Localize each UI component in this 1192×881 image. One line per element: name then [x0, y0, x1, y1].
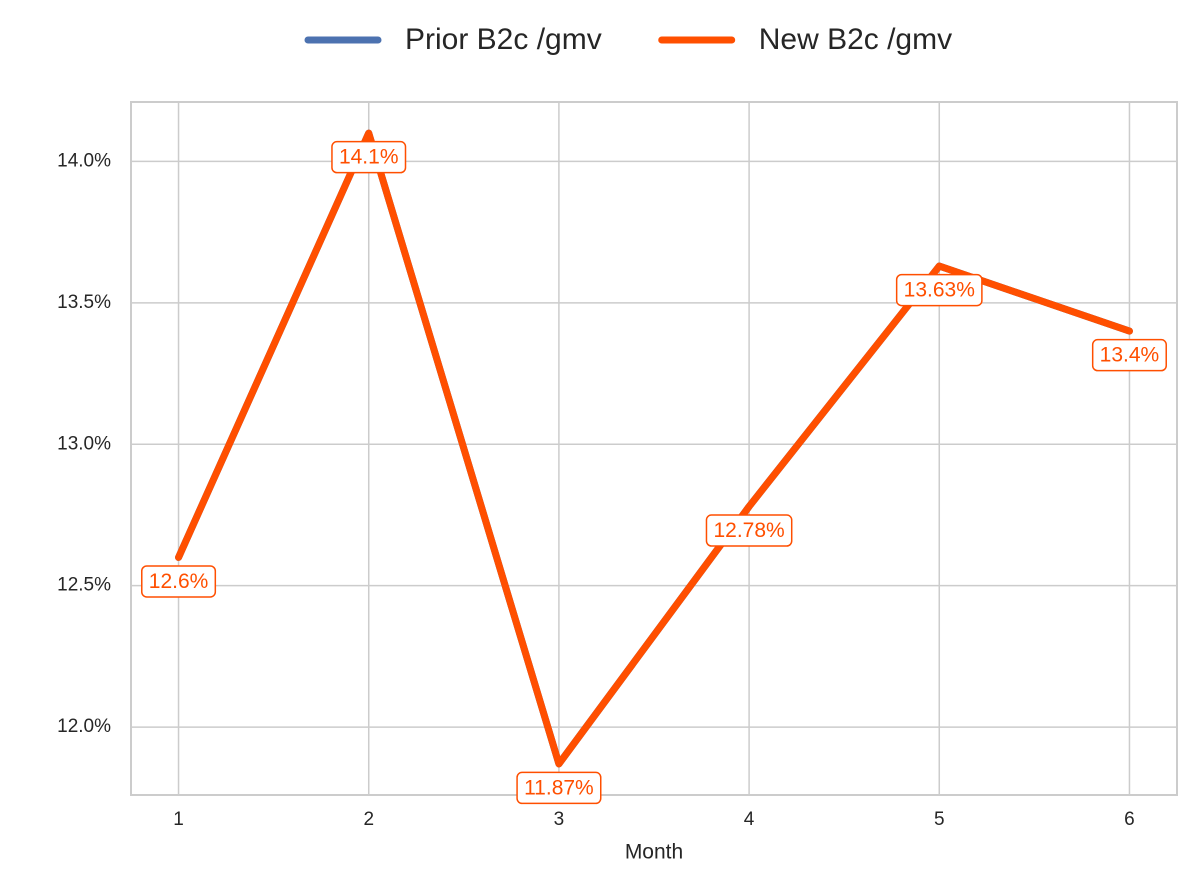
y-tick-label: 14.0%: [57, 150, 111, 171]
data-label: 12.6%: [149, 570, 209, 593]
line-series: [175, 129, 1133, 768]
x-tick-label: 1: [173, 809, 184, 830]
plot-frame: [130, 101, 1178, 796]
data-label: 13.4%: [1100, 344, 1160, 367]
data-label: 11.87%: [524, 776, 594, 799]
x-axis-label: Month: [625, 841, 683, 864]
legend-label: New B2c /gmv: [759, 23, 952, 56]
legend-label: Prior B2c /gmv: [405, 23, 602, 56]
y-tick-label: 13.0%: [57, 433, 111, 454]
data-label-box: [895, 273, 983, 307]
x-tick-label: 3: [554, 809, 565, 830]
line-series: [175, 129, 1133, 768]
y-tick-label: 12.0%: [57, 716, 111, 737]
data-label-box: [516, 771, 602, 805]
y-tick-label: 13.5%: [57, 292, 111, 313]
x-tick-label: 2: [363, 809, 374, 830]
data-label-box: [331, 140, 407, 174]
data-label-box: [141, 565, 217, 598]
data-label-box: [705, 514, 793, 547]
y-tick-label: 12.5%: [57, 575, 111, 596]
data-label-box: [1091, 338, 1167, 372]
x-tick-label: 4: [744, 809, 755, 830]
data-label: 12.78%: [713, 519, 784, 542]
x-tick-label: 5: [934, 809, 945, 830]
data-label: 13.63%: [904, 279, 975, 302]
x-tick-label: 6: [1124, 809, 1135, 830]
data-label: 14.1%: [339, 146, 399, 169]
